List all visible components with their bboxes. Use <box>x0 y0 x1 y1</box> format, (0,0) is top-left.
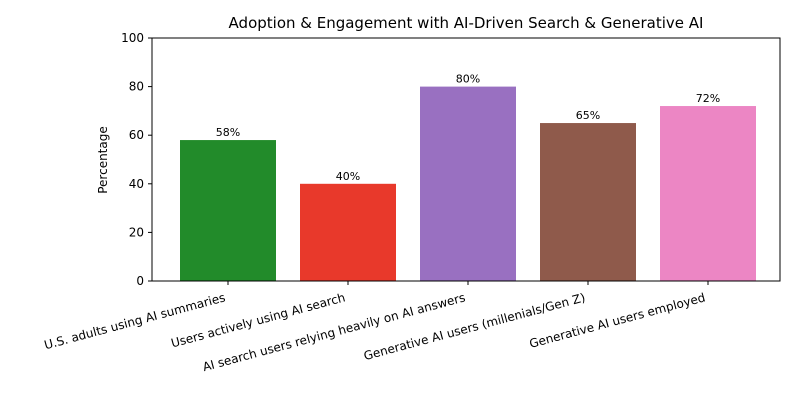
bar-value-label: 58% <box>216 126 240 139</box>
bar-value-label: 72% <box>696 92 720 105</box>
y-tick-label: 20 <box>129 225 144 239</box>
y-tick-label: 0 <box>136 274 144 288</box>
bar-value-label: 40% <box>336 170 360 183</box>
bar <box>420 86 516 281</box>
y-tick-label: 40 <box>129 177 144 191</box>
bar <box>300 183 396 281</box>
bars-group: 58% 40% 80% 65% 72% <box>180 73 756 281</box>
y-axis-label: Percentage <box>96 126 110 194</box>
y-axis: 0 20 40 60 80 100 <box>121 31 152 288</box>
bar <box>180 140 276 281</box>
y-tick-label: 60 <box>129 128 144 142</box>
y-tick-label: 80 <box>129 80 144 94</box>
bar <box>540 123 636 281</box>
bar <box>660 106 756 281</box>
plot-frame <box>151 37 781 282</box>
x-tick-label: Generative AI users (millenials/Gen Z) <box>362 290 587 363</box>
bar-value-label: 80% <box>456 73 480 86</box>
bar-value-label: 65% <box>576 109 600 122</box>
y-tick-label: 100 <box>121 31 144 45</box>
chart-title: Adoption & Engagement with AI-Driven Sea… <box>229 14 704 32</box>
